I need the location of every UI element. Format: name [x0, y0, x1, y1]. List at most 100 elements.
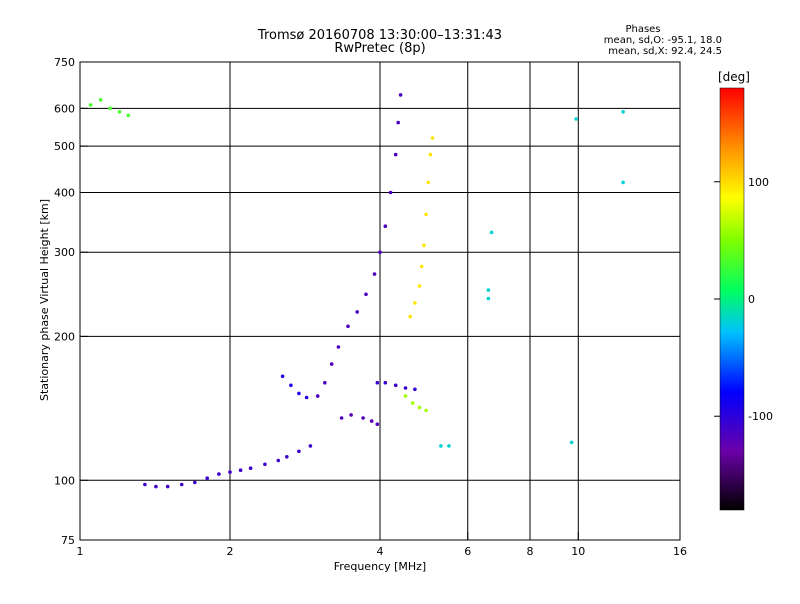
data-point	[621, 110, 625, 114]
chart-title: Tromsø 20160708 13:30:00–13:31:43	[257, 28, 502, 43]
x-tick-label: 6	[464, 545, 471, 558]
data-point	[238, 468, 243, 473]
axis-ticks: 1 2 4 6 8 10 16 75 100 200 300 400 500 600 750	[54, 56, 687, 558]
phases-line-o: mean, sd,O: -95.1, 18.0	[604, 35, 722, 46]
data-point	[413, 301, 417, 305]
data-point	[217, 472, 221, 476]
data-point	[383, 380, 388, 385]
data-point	[430, 136, 435, 140]
colorbar-ticks: 100 0 -100	[714, 176, 773, 423]
data-point	[388, 190, 393, 195]
data-point	[621, 180, 625, 185]
data-point	[361, 416, 365, 420]
y-tick-label: 500	[54, 140, 75, 153]
x-tick-label: 16	[673, 545, 687, 558]
colorbar-tick-label: 0	[748, 293, 755, 306]
data-point	[126, 113, 131, 118]
y-tick-label: 75	[61, 534, 75, 547]
data-point	[248, 466, 253, 471]
data-point	[569, 440, 574, 445]
data-point	[165, 484, 170, 489]
data-point	[383, 224, 388, 228]
data-point	[410, 401, 415, 405]
data-point	[346, 324, 350, 329]
data-point	[263, 462, 267, 467]
phases-line-x: mean, sd,X: 92.4, 24.5	[608, 46, 722, 57]
data-point	[422, 243, 426, 248]
data-point	[280, 374, 285, 379]
data-point	[297, 449, 301, 454]
data-point	[88, 103, 93, 107]
data-point	[489, 230, 494, 235]
grid-lines	[80, 62, 680, 540]
data-points	[88, 93, 625, 489]
data-point	[323, 380, 327, 385]
data-point	[424, 212, 428, 217]
data-point	[403, 386, 408, 390]
data-point	[375, 422, 380, 427]
data-point	[355, 310, 360, 314]
data-point	[439, 444, 443, 448]
x-tick-label: 10	[571, 545, 585, 558]
data-point	[417, 405, 422, 410]
x-axis-label: Frequency [MHz]	[334, 560, 426, 573]
data-point	[428, 152, 433, 157]
data-point	[179, 482, 184, 487]
chart-subtitle: RwPretec (8p)	[334, 41, 425, 56]
data-point	[364, 292, 368, 297]
data-point	[369, 419, 374, 423]
data-point	[336, 345, 341, 349]
data-point	[308, 444, 313, 448]
data-point	[108, 106, 112, 111]
data-point	[349, 413, 353, 417]
data-point	[426, 180, 431, 185]
colorbar-label: [deg]	[718, 70, 750, 84]
y-tick-label: 400	[54, 186, 75, 199]
data-point	[419, 264, 424, 269]
data-point	[117, 110, 122, 114]
data-point	[297, 391, 301, 396]
x-tick-label: 2	[227, 545, 234, 558]
y-tick-label: 300	[54, 246, 75, 259]
data-point	[193, 480, 197, 485]
y-tick-label: 600	[54, 102, 75, 115]
y-tick-label: 100	[54, 474, 75, 487]
data-point	[424, 408, 428, 413]
data-point	[574, 117, 578, 121]
data-point	[143, 482, 147, 487]
data-point	[339, 416, 344, 420]
data-point	[329, 362, 334, 366]
data-point	[417, 284, 422, 288]
data-point	[276, 458, 281, 463]
y-tick-label: 750	[54, 56, 75, 69]
data-point	[304, 395, 309, 400]
data-point	[396, 120, 401, 125]
x-tick-label: 1	[77, 545, 84, 558]
x-tick-label: 8	[527, 545, 534, 558]
data-point	[205, 476, 209, 481]
data-point	[372, 272, 377, 276]
data-point	[486, 296, 491, 301]
data-point	[154, 484, 158, 489]
data-point	[413, 387, 417, 392]
data-point	[486, 288, 491, 292]
data-point	[375, 380, 380, 385]
data-point	[393, 383, 398, 388]
colorbar-tick-label: -100	[748, 410, 773, 423]
data-point	[378, 250, 382, 254]
y-axis-label: Stationary phase Virtual Height [km]	[38, 199, 51, 401]
phases-title: Phases	[625, 24, 660, 35]
colorbar-tick-label: 100	[748, 176, 769, 189]
data-point	[447, 444, 451, 448]
data-point	[285, 455, 289, 459]
colorbar	[719, 87, 745, 511]
data-point	[403, 394, 408, 398]
data-point	[98, 98, 103, 102]
data-point	[228, 470, 232, 474]
data-point	[398, 93, 403, 97]
data-point	[315, 394, 320, 398]
data-point	[289, 383, 293, 388]
data-point	[393, 152, 398, 157]
